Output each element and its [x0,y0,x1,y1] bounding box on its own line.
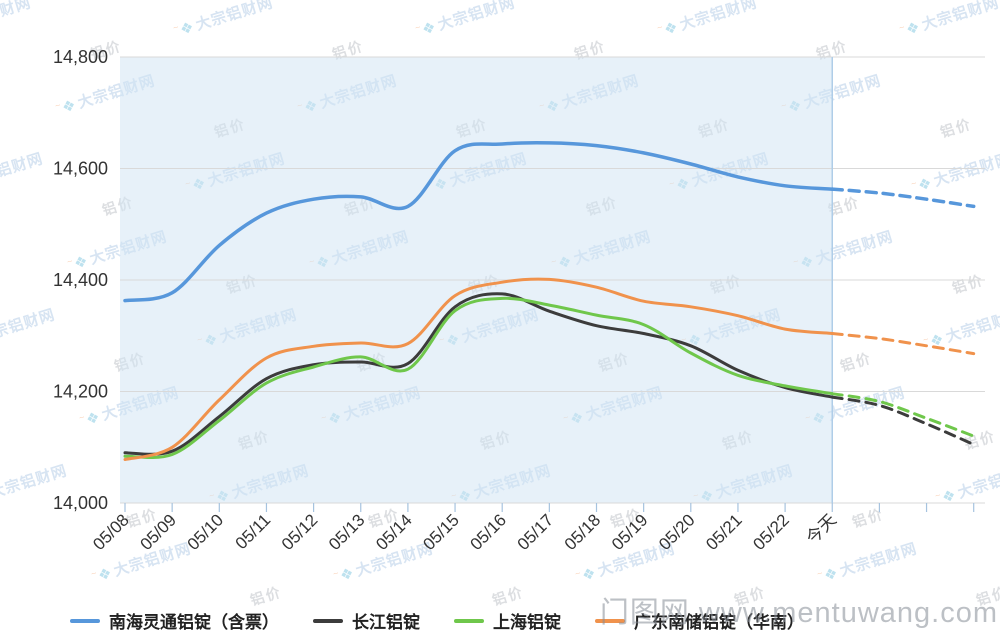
legend-label: 上海铝锭 [493,613,561,632]
x-axis-tick-label: 05/17 [514,510,558,554]
price-tag-watermark: 铝价 [490,583,526,609]
y-axis-tick-label: 14,600 [53,159,108,179]
y-axis-tick-label: 14,400 [53,270,108,290]
series-line-2 [123,296,834,460]
legend-item-guangdong[interactable]: 广东南储铝锭（华南） [595,608,804,633]
x-axis-tick-label: 05/21 [702,510,746,554]
x-axis-tick-label: 05/22 [749,510,793,554]
series-line-3 [123,277,834,461]
legend-label: 南海灵通铝锭（含票） [109,613,279,632]
x-axis-tick-label: 05/20 [655,510,699,554]
x-axis-tick-label: 05/15 [419,510,463,554]
x-axis-tick-label: 05/09 [136,510,180,554]
legend-item-nanhai[interactable]: 南海灵通铝锭（含票） [70,608,279,633]
legend-dash-blue [70,618,100,623]
price-line-chart: 14,000 14,200 14,400 14,600 14,800 05/08 05/09… [53,47,985,554]
series-forecast-line-2 [830,392,976,438]
x-axis-tick-label: 05/14 [372,510,416,554]
legend-dash-orange [595,618,625,623]
legend-label: 长江铝锭 [352,613,420,632]
chart-legend: 南海灵通铝锭（含票） 长江铝锭 上海铝锭 广东南储铝锭（华南） [70,608,804,633]
y-axis-tick-label: 14,000 [53,493,108,513]
y-axis-tick-label: 14,800 [53,47,108,67]
price-tag-watermark: 铝价 [974,583,1000,609]
x-axis-tick-label: 05/10 [184,510,228,554]
x-axis-tick-label: 今天 [803,510,840,547]
legend-dash-black [313,618,343,623]
price-tag-watermark: 铝价 [732,583,768,609]
series-forecast-line-3 [830,332,976,356]
series-line-0 [123,141,835,303]
x-axis-tick-label: 05/08 [89,510,133,554]
price-tag-watermark: 铝价 [248,583,284,609]
series-forecast-line-0 [830,187,976,209]
x-axis-tick-label: 05/11 [232,510,275,553]
series-line-1 [123,292,834,456]
x-axis-tick-label: 05/13 [325,510,369,554]
legend-label: 广东南储铝锭（华南） [634,613,804,632]
legend-dash-green [454,618,484,623]
x-axis-tick-label: 05/19 [608,510,652,554]
legend-item-changjiang[interactable]: 长江铝锭 [313,608,420,633]
x-axis-tick-label: 05/18 [561,510,605,554]
y-axis-tick-label: 14,200 [53,382,108,402]
legend-item-shanghai[interactable]: 上海铝锭 [454,608,561,633]
x-axis-tick-label: 05/12 [278,510,322,554]
series-forecast-line-1 [830,395,976,446]
x-axis-tick-label: 05/16 [467,510,511,554]
